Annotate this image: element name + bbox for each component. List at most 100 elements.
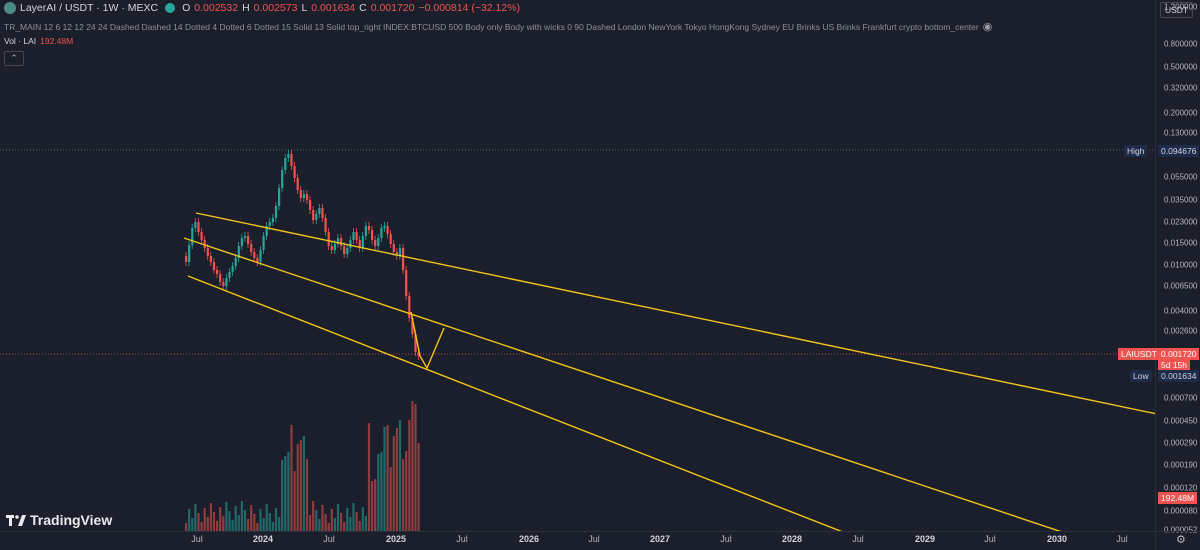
price-tick: 0.500000 — [1164, 62, 1198, 72]
candle — [274, 206, 278, 218]
volume-bar — [386, 425, 389, 531]
candle — [389, 234, 392, 244]
volume-bar — [367, 423, 371, 531]
currency-button[interactable]: USDT — [1160, 2, 1194, 18]
volume-bar — [352, 503, 355, 531]
layerai-logo-icon — [4, 2, 16, 14]
time-tick: 2024 — [252, 534, 274, 544]
volume-bar — [191, 518, 194, 531]
candle — [367, 226, 371, 230]
last-price-tag: 0.001720 — [1158, 348, 1200, 360]
time-tick: Jul — [984, 534, 996, 544]
last-price-symbol-tag: LAIUSDT — [1118, 348, 1160, 360]
candle — [417, 352, 420, 356]
volume-label[interactable]: Vol · LAI — [4, 36, 37, 46]
candle — [240, 238, 243, 246]
candle — [312, 210, 315, 220]
gear-icon[interactable]: ⚙ — [1176, 534, 1186, 546]
price-tick: 0.000052 — [1164, 525, 1198, 535]
volume-bar — [203, 508, 206, 531]
volume-value: 192.48M — [40, 36, 74, 46]
candle — [247, 236, 250, 244]
volume-bar — [380, 452, 383, 531]
volume-bar — [259, 509, 262, 531]
chart-area[interactable]: LayerAI / USDT · 1W · MEXC O 0.002532 H 0.… — [0, 0, 1155, 531]
volume-bar — [296, 444, 299, 531]
candle — [386, 226, 389, 234]
close-key: C — [359, 2, 367, 14]
candle — [219, 274, 222, 282]
high-key: H — [242, 2, 250, 14]
symbol-title[interactable]: LayerAI / USDT · 1W · MEXC — [20, 2, 159, 14]
volume-bar — [231, 520, 234, 531]
volume-bar — [330, 509, 333, 531]
price-chart[interactable] — [0, 0, 1155, 531]
volume-bar — [364, 516, 367, 531]
volume-bar — [271, 522, 274, 531]
high-tag-label: High — [1124, 145, 1148, 157]
candle — [206, 248, 209, 256]
candle — [281, 170, 284, 188]
candle — [302, 194, 305, 198]
low-tag-label: Low — [1130, 370, 1152, 382]
time-tick: Jul — [1116, 534, 1128, 544]
candle — [411, 318, 414, 334]
volume-legend[interactable]: Vol · LAI 192.48M — [4, 36, 73, 46]
price-scale[interactable]: USDT 1.200000 0.800000 0.500000 0.320000 0.2… — [1118, 0, 1200, 535]
visibility-eye-icon[interactable]: ◉ — [982, 21, 993, 33]
volume-bar — [253, 514, 256, 531]
time-tick: 2029 — [914, 534, 936, 544]
high-value: 0.002573 — [253, 2, 298, 14]
candle — [355, 232, 358, 240]
candle — [398, 248, 402, 256]
volume-bar — [408, 420, 411, 531]
indicator-text[interactable]: TR_MAIN 12 6 12 12 24 24 Dashed Dashed 1… — [4, 21, 979, 32]
volume-bar — [333, 518, 336, 531]
indicator-legend[interactable]: TR_MAIN 12 6 12 12 24 24 Dashed Dashed 1… — [4, 20, 992, 33]
candle — [296, 178, 299, 190]
candle — [315, 214, 318, 220]
price-tick: 0.035000 — [1164, 195, 1198, 205]
time-tick: Jul — [720, 534, 732, 544]
volume-bar — [411, 401, 414, 531]
volume-bar — [209, 503, 212, 531]
volume-bar — [293, 471, 296, 531]
price-tick: 0.130000 — [1164, 128, 1198, 138]
candle — [259, 250, 262, 262]
collapse-legend-button[interactable]: ⌃ — [4, 51, 24, 66]
time-tick: Jul — [323, 534, 335, 544]
tradingview-logo-icon — [6, 514, 26, 526]
price-tick: 0.000190 — [1164, 460, 1198, 470]
candle — [330, 246, 333, 250]
time-scale[interactable]: Jul 2024 Jul 2025 Jul 2026 Jul 2027 Jul 2028 Jul 20… — [0, 531, 1155, 550]
volume-bar — [392, 436, 395, 531]
candle — [231, 266, 234, 272]
price-tick: 0.200000 — [1164, 108, 1198, 118]
candle — [278, 188, 281, 206]
candle — [309, 200, 312, 210]
volume-bar — [327, 523, 330, 531]
scale-settings[interactable]: ⚙ — [1155, 531, 1200, 550]
middle-trendline — [183, 237, 1062, 531]
volume-bar — [234, 506, 237, 531]
time-tick: Jul — [191, 534, 203, 544]
price-tick: 0.000700 — [1164, 393, 1198, 403]
time-tick: Jul — [852, 534, 864, 544]
volume-bar — [299, 440, 302, 531]
candle — [290, 154, 293, 166]
candle — [197, 222, 200, 232]
price-tick: 0.002600 — [1164, 326, 1198, 336]
volume-bar — [318, 519, 321, 531]
tradingview-logo-text: TradingView — [30, 512, 113, 528]
candle — [358, 240, 361, 248]
high-tag-value: 0.094676 — [1158, 145, 1200, 157]
candle — [222, 282, 225, 286]
price-tick: 0.800000 — [1164, 39, 1198, 49]
volume-bar — [219, 507, 222, 531]
volume-bar — [312, 501, 315, 531]
trendlines-group — [183, 212, 1155, 531]
time-tick: 2025 — [385, 534, 407, 544]
volume-bar — [417, 443, 420, 531]
candle — [327, 232, 330, 246]
tradingview-logo[interactable]: TradingView — [6, 512, 112, 528]
